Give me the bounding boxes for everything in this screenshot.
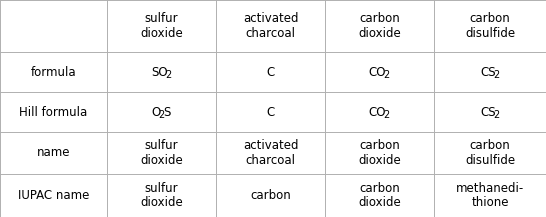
Text: carbon
dioxide: carbon dioxide bbox=[358, 139, 401, 167]
Text: activated
charcoal: activated charcoal bbox=[243, 139, 298, 167]
Text: sulfur
dioxide: sulfur dioxide bbox=[140, 139, 183, 167]
Text: name: name bbox=[37, 146, 70, 159]
Text: carbon: carbon bbox=[250, 189, 291, 202]
Text: CO: CO bbox=[369, 105, 386, 118]
Text: formula: formula bbox=[31, 66, 76, 79]
Text: carbon
disulfide: carbon disulfide bbox=[465, 12, 515, 40]
Text: carbon
dioxide: carbon dioxide bbox=[358, 12, 401, 40]
Text: C: C bbox=[266, 66, 275, 79]
Text: S: S bbox=[163, 105, 171, 118]
Text: O: O bbox=[151, 105, 161, 118]
Text: activated
charcoal: activated charcoal bbox=[243, 12, 298, 40]
Text: sulfur
dioxide: sulfur dioxide bbox=[140, 12, 183, 40]
Text: Hill formula: Hill formula bbox=[19, 105, 87, 118]
Text: 2: 2 bbox=[158, 110, 165, 120]
Text: CO: CO bbox=[369, 66, 386, 79]
Text: 2: 2 bbox=[165, 71, 171, 81]
Text: carbon
dioxide: carbon dioxide bbox=[358, 181, 401, 209]
Text: methanedi-
thione: methanedi- thione bbox=[456, 181, 524, 209]
Text: SO: SO bbox=[151, 66, 168, 79]
Text: 2: 2 bbox=[383, 71, 389, 81]
Text: IUPAC name: IUPAC name bbox=[18, 189, 89, 202]
Text: carbon
disulfide: carbon disulfide bbox=[465, 139, 515, 167]
Text: 2: 2 bbox=[383, 110, 389, 120]
Text: CS: CS bbox=[480, 66, 496, 79]
Text: CS: CS bbox=[480, 105, 496, 118]
Text: 2: 2 bbox=[494, 71, 500, 81]
Text: sulfur
dioxide: sulfur dioxide bbox=[140, 181, 183, 209]
Text: C: C bbox=[266, 105, 275, 118]
Text: 2: 2 bbox=[494, 110, 500, 120]
